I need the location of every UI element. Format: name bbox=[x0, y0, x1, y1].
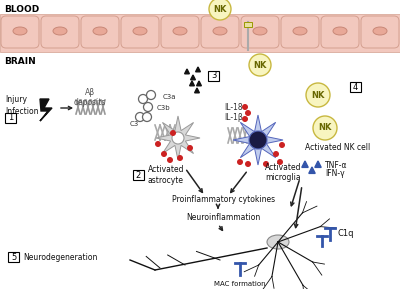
FancyBboxPatch shape bbox=[81, 16, 119, 48]
Circle shape bbox=[277, 159, 283, 165]
Circle shape bbox=[167, 157, 173, 163]
Text: BLOOD: BLOOD bbox=[4, 5, 39, 14]
Text: NK: NK bbox=[311, 90, 325, 99]
Ellipse shape bbox=[293, 27, 307, 35]
Circle shape bbox=[155, 141, 161, 147]
Text: Activated
microglia: Activated microglia bbox=[265, 163, 302, 182]
Text: Aβ
deposits: Aβ deposits bbox=[74, 88, 106, 108]
Ellipse shape bbox=[13, 27, 27, 35]
Circle shape bbox=[237, 159, 243, 165]
FancyBboxPatch shape bbox=[41, 16, 79, 48]
Polygon shape bbox=[185, 69, 190, 74]
Bar bbox=[0, 14, 400, 52]
Polygon shape bbox=[40, 99, 52, 121]
Circle shape bbox=[245, 161, 251, 167]
Text: C3b: C3b bbox=[157, 105, 171, 111]
Circle shape bbox=[138, 95, 148, 103]
Text: 2: 2 bbox=[136, 171, 141, 179]
Text: Activated NK cell: Activated NK cell bbox=[305, 144, 370, 153]
Circle shape bbox=[242, 104, 248, 110]
Polygon shape bbox=[233, 115, 283, 165]
Polygon shape bbox=[309, 167, 315, 173]
Polygon shape bbox=[302, 161, 308, 167]
Circle shape bbox=[249, 54, 271, 76]
Text: NK: NK bbox=[253, 60, 267, 69]
Text: NK: NK bbox=[213, 5, 227, 14]
Circle shape bbox=[172, 132, 184, 144]
FancyBboxPatch shape bbox=[281, 16, 319, 48]
Text: 5: 5 bbox=[11, 253, 16, 262]
FancyBboxPatch shape bbox=[5, 113, 16, 123]
FancyBboxPatch shape bbox=[208, 71, 219, 81]
Polygon shape bbox=[190, 81, 194, 86]
Circle shape bbox=[187, 145, 193, 151]
Ellipse shape bbox=[253, 27, 267, 35]
Polygon shape bbox=[194, 88, 199, 93]
Ellipse shape bbox=[53, 27, 67, 35]
Text: 4: 4 bbox=[353, 82, 358, 92]
Text: Neuroinflammation: Neuroinflammation bbox=[186, 214, 260, 223]
Circle shape bbox=[249, 131, 267, 149]
Circle shape bbox=[306, 83, 330, 107]
FancyBboxPatch shape bbox=[350, 82, 361, 92]
Text: TNF-α: TNF-α bbox=[325, 160, 348, 170]
Ellipse shape bbox=[213, 27, 227, 35]
Ellipse shape bbox=[173, 27, 187, 35]
Circle shape bbox=[136, 112, 144, 121]
Text: C1q: C1q bbox=[338, 229, 354, 238]
Circle shape bbox=[177, 155, 183, 161]
Polygon shape bbox=[315, 161, 321, 167]
Circle shape bbox=[161, 151, 167, 157]
Polygon shape bbox=[156, 116, 200, 160]
FancyBboxPatch shape bbox=[201, 16, 239, 48]
Circle shape bbox=[242, 116, 248, 122]
Circle shape bbox=[146, 90, 156, 99]
Text: IL-1β: IL-1β bbox=[224, 112, 243, 121]
Text: 3: 3 bbox=[211, 71, 216, 81]
Ellipse shape bbox=[133, 27, 147, 35]
Bar bbox=[244, 22, 252, 27]
Text: C3: C3 bbox=[130, 121, 139, 127]
FancyBboxPatch shape bbox=[133, 170, 144, 180]
Ellipse shape bbox=[267, 235, 289, 249]
Ellipse shape bbox=[333, 27, 347, 35]
FancyBboxPatch shape bbox=[241, 16, 279, 48]
Circle shape bbox=[245, 110, 251, 116]
FancyBboxPatch shape bbox=[8, 252, 19, 262]
Text: Proinflammatory cytokines: Proinflammatory cytokines bbox=[172, 195, 275, 205]
FancyBboxPatch shape bbox=[361, 16, 399, 48]
Text: IL-18: IL-18 bbox=[224, 103, 243, 112]
Text: IFN-γ: IFN-γ bbox=[325, 170, 345, 179]
Circle shape bbox=[263, 161, 269, 167]
Polygon shape bbox=[190, 75, 196, 80]
Circle shape bbox=[313, 116, 337, 140]
Text: BRAIN: BRAIN bbox=[4, 58, 36, 66]
Circle shape bbox=[209, 0, 231, 20]
FancyBboxPatch shape bbox=[1, 16, 39, 48]
Text: Activated
astrocyte: Activated astrocyte bbox=[148, 165, 184, 185]
Ellipse shape bbox=[373, 27, 387, 35]
Polygon shape bbox=[196, 67, 200, 72]
Circle shape bbox=[144, 103, 152, 112]
Text: Neurodegeneration: Neurodegeneration bbox=[23, 253, 97, 262]
FancyBboxPatch shape bbox=[121, 16, 159, 48]
Text: NK: NK bbox=[318, 123, 332, 132]
FancyBboxPatch shape bbox=[321, 16, 359, 48]
Text: C3a: C3a bbox=[163, 94, 176, 100]
Circle shape bbox=[170, 130, 176, 136]
Circle shape bbox=[142, 112, 152, 121]
Circle shape bbox=[279, 142, 285, 148]
Polygon shape bbox=[197, 81, 202, 86]
Text: MAC formation: MAC formation bbox=[214, 281, 266, 287]
Text: Injury
Infection: Injury Infection bbox=[5, 95, 38, 116]
Ellipse shape bbox=[93, 27, 107, 35]
Text: 1: 1 bbox=[8, 114, 13, 123]
FancyBboxPatch shape bbox=[161, 16, 199, 48]
Circle shape bbox=[273, 151, 279, 157]
